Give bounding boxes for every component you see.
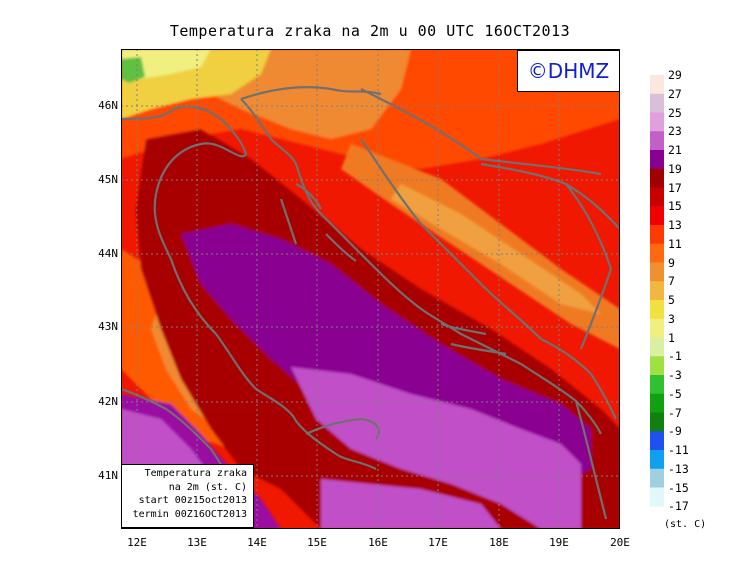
colorbar-swatch bbox=[650, 468, 664, 488]
colorbar-tick-label: -5 bbox=[668, 386, 682, 401]
border-bosnia-east bbox=[480, 162, 613, 350]
colorbar-tick-label: 21 bbox=[668, 143, 682, 157]
island-krk bbox=[295, 183, 322, 210]
colorbar-tick-label: 17 bbox=[668, 180, 682, 195]
colorbar-tick-label: -17 bbox=[668, 499, 689, 514]
colorbar-swatch bbox=[650, 243, 664, 263]
lat-label-45: 45N bbox=[98, 173, 118, 186]
lon-label-12: 12E bbox=[127, 536, 147, 549]
island-cres bbox=[279, 198, 298, 245]
island-hvar bbox=[440, 322, 487, 336]
colorbar-swatch bbox=[650, 412, 664, 432]
colorbar-tick-label: -7 bbox=[668, 405, 682, 420]
colorbar-tick-label: -1 bbox=[668, 349, 682, 364]
colorbar-unit: (st. C) bbox=[664, 519, 707, 530]
lat-label-43: 43N bbox=[98, 320, 118, 333]
colorbar-tick-label: 1 bbox=[668, 330, 675, 345]
colorbar-swatch bbox=[650, 450, 664, 470]
info-line-3: start 00z15oct2013 bbox=[138, 495, 247, 506]
colorbar-tick-label: 19 bbox=[668, 161, 682, 176]
colorbar-swatch bbox=[650, 168, 664, 188]
lat-label-42: 42N bbox=[98, 395, 118, 408]
colorbar-tick-label: -15 bbox=[668, 480, 689, 495]
colorbar-tick-label: 11 bbox=[668, 236, 682, 251]
colorbar-swatch bbox=[650, 487, 664, 507]
lon-label-15: 15E bbox=[307, 536, 327, 549]
colorbar-swatch bbox=[650, 281, 664, 301]
temperature-colorbar bbox=[650, 75, 664, 507]
lat-label-44: 44N bbox=[98, 247, 118, 260]
info-line-4: termin 00Z16OCT2013 bbox=[132, 508, 247, 520]
border-bosnia-west bbox=[360, 138, 542, 340]
coastline-gargano bbox=[305, 417, 380, 440]
colorbar-tick-label: 27 bbox=[668, 86, 682, 101]
map-frame bbox=[121, 49, 620, 529]
colorbar-tick-label: -11 bbox=[668, 443, 689, 457]
colorbar-swatch bbox=[650, 393, 664, 413]
temperature-map bbox=[121, 49, 620, 529]
lon-label-20: 20E bbox=[610, 536, 630, 549]
lat-label-41: 41N bbox=[98, 469, 118, 482]
border-croatia-hungary bbox=[360, 88, 602, 176]
border-montenegro bbox=[540, 338, 617, 420]
island-pag bbox=[325, 233, 357, 262]
lon-label-18: 18E bbox=[489, 536, 509, 549]
lon-label-17: 17E bbox=[428, 536, 448, 549]
magenta-south-adriatic bbox=[291, 367, 581, 529]
green-spot-alps bbox=[121, 57, 145, 83]
lon-label-14: 14E bbox=[247, 536, 267, 549]
coastline-croatia bbox=[240, 98, 602, 435]
colorbar-swatch bbox=[650, 431, 664, 451]
colorbar-tick-label: 5 bbox=[668, 293, 675, 307]
colorbar-swatch bbox=[650, 112, 664, 132]
colorbar-swatch bbox=[650, 300, 664, 320]
lon-label-13: 13E bbox=[187, 536, 207, 549]
colorbar-tick-label: 13 bbox=[668, 218, 682, 232]
colorbar-swatch bbox=[650, 131, 664, 151]
colorbar-tick-label: 29 bbox=[668, 68, 682, 82]
map-info-box: Temperatura zraka na 2m (st. C) start 00… bbox=[121, 464, 254, 528]
lon-label-16: 16E bbox=[368, 536, 388, 549]
colorbar-tick-label: 7 bbox=[668, 274, 675, 289]
colorbar-swatch bbox=[650, 262, 664, 282]
colorbar-tick-label: 9 bbox=[668, 255, 675, 270]
colorbar-tick-label: 23 bbox=[668, 124, 682, 139]
colorbar-swatch bbox=[650, 206, 664, 226]
border-slovenia bbox=[240, 85, 382, 101]
lon-label-19: 19E bbox=[549, 536, 569, 549]
colorbar-swatch bbox=[650, 150, 664, 170]
colorbar-swatch bbox=[650, 93, 664, 113]
colorbar-swatch bbox=[650, 187, 664, 207]
colorbar-swatch bbox=[650, 225, 664, 245]
orange-band-dinaric-inner bbox=[391, 184, 601, 314]
border-serbia bbox=[565, 183, 620, 230]
info-line-1: Temperatura zraka bbox=[144, 468, 247, 479]
coastline-albania bbox=[574, 400, 608, 520]
colorbar-tick-label: 3 bbox=[668, 311, 675, 326]
coastline-italy bbox=[121, 105, 377, 470]
colorbar-tick-label: 25 bbox=[668, 105, 682, 120]
colorbar-swatch bbox=[650, 356, 664, 376]
info-line-2: na 2m (st. C) bbox=[168, 481, 247, 493]
colorbar-swatch bbox=[650, 318, 664, 338]
colorbar-tick-label: 15 bbox=[668, 199, 682, 214]
colorbar-swatch bbox=[650, 375, 664, 395]
colorbar-swatch bbox=[650, 337, 664, 357]
colorbar-tick-label: -13 bbox=[668, 461, 689, 476]
map-title: Temperatura zraka na 2m u 00 UTC 16OCT20… bbox=[169, 22, 571, 40]
colorbar-tick-label: -9 bbox=[668, 424, 682, 439]
lat-label-46: 46N bbox=[98, 99, 118, 112]
colorbar-swatch bbox=[650, 75, 664, 95]
magenta-south-block bbox=[321, 479, 501, 529]
island-korcula bbox=[450, 342, 507, 356]
dhmz-copyright-badge: ©DHMZ bbox=[517, 50, 620, 92]
colorbar-tick-label: -3 bbox=[668, 368, 682, 382]
